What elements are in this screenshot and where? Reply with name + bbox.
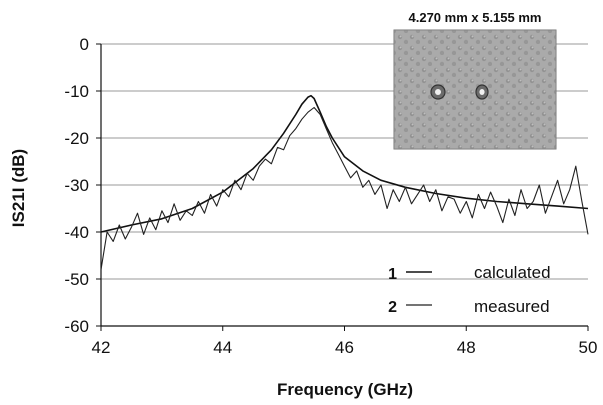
- y-tick-label: 0: [80, 35, 89, 54]
- legend-number-1: 1: [388, 266, 397, 283]
- y-tick-label: -20: [64, 129, 89, 148]
- x-axis-title: Frequency (GHz): [277, 380, 413, 399]
- x-tick-label: 48: [457, 338, 476, 357]
- series-group: [100, 94, 589, 270]
- y-axis-title: IS21I (dB): [9, 149, 28, 227]
- chip-photo: [393, 29, 557, 150]
- legend-number-2: 2: [388, 299, 397, 316]
- y-tick-label: -30: [64, 176, 89, 195]
- x-tick-label: 50: [579, 338, 598, 357]
- y-axis: 0 -10 -20 -30 -40 -50 -60: [64, 35, 102, 336]
- x-tick-label: 44: [213, 338, 232, 357]
- y-tick-label: -10: [64, 82, 89, 101]
- inset-caption: 4.270 mm x 5.155 mm: [409, 10, 542, 25]
- legend: 1 calculated 2 measured: [388, 263, 550, 316]
- x-tick-label: 46: [335, 338, 354, 357]
- x-tick-label: 42: [92, 338, 111, 357]
- x-axis: 42 44 46 48 50: [92, 325, 598, 357]
- y-tick-label: -40: [64, 223, 89, 242]
- y-tick-label: -60: [64, 317, 89, 336]
- legend-label-measured: measured: [474, 297, 550, 316]
- legend-label-calculated: calculated: [474, 263, 551, 282]
- y-tick-label: -50: [64, 270, 89, 289]
- series-line-measured: [100, 106, 589, 270]
- series-line-calculated: [100, 94, 589, 233]
